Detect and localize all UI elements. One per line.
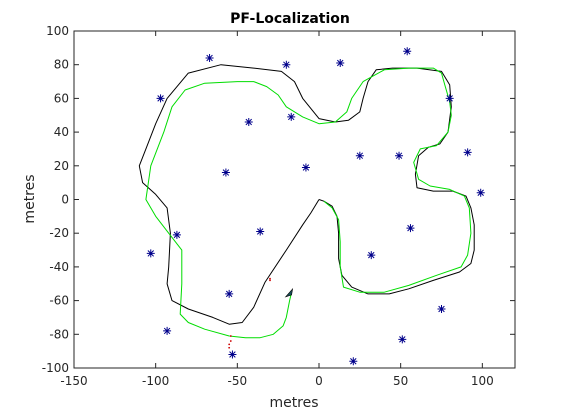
landmark-marker bbox=[228, 350, 237, 359]
landmark-marker bbox=[301, 163, 310, 172]
y-tick-label: 100 bbox=[46, 24, 69, 38]
estimated-path bbox=[145, 67, 472, 337]
plot-area: -150 -100 -50 0 50 100-100-80-60-40-200204060… bbox=[42, 24, 516, 388]
x-tick-label: 50 bbox=[393, 374, 408, 388]
landmark-marker bbox=[244, 117, 253, 126]
landmark-marker bbox=[463, 148, 472, 157]
landmark-marker bbox=[367, 251, 376, 260]
landmark-marker bbox=[403, 47, 412, 56]
landmark-marker bbox=[406, 224, 415, 233]
x-tick-label: 0 bbox=[315, 374, 323, 388]
particle-point bbox=[269, 279, 271, 282]
y-tick-label: -20 bbox=[49, 226, 69, 240]
landmark-marker bbox=[221, 168, 230, 177]
y-tick-label: -60 bbox=[49, 294, 69, 308]
particle-point bbox=[229, 340, 232, 342]
y-tick-label: 40 bbox=[54, 125, 69, 139]
estimated-path-recent bbox=[229, 293, 292, 339]
landmark-marker bbox=[398, 335, 407, 344]
robot-marker bbox=[284, 287, 294, 298]
y-tick-label: 20 bbox=[54, 159, 69, 173]
landmark-marker bbox=[172, 230, 181, 239]
x-tick-label: -50 bbox=[228, 374, 248, 388]
y-tick-label: 80 bbox=[54, 58, 69, 72]
landmark-marker bbox=[437, 305, 446, 314]
landmark-marker bbox=[445, 94, 454, 103]
y-tick-label: 60 bbox=[54, 91, 69, 105]
landmark-marker bbox=[355, 151, 364, 160]
x-tick-label: -100 bbox=[142, 374, 169, 388]
landmark-marker bbox=[476, 188, 485, 197]
ground-truth-path bbox=[138, 64, 475, 325]
landmark-marker bbox=[349, 357, 358, 366]
landmark-marker bbox=[156, 94, 165, 103]
landmark-marker bbox=[287, 112, 296, 121]
y-tick-label: 0 bbox=[61, 193, 69, 207]
landmark-marker bbox=[225, 289, 234, 298]
particle-point bbox=[269, 277, 271, 280]
x-tick-label: 100 bbox=[471, 374, 494, 388]
chart-title: PF-Localization bbox=[230, 11, 350, 27]
y-tick-label: -100 bbox=[42, 361, 69, 375]
landmark-marker bbox=[163, 326, 172, 335]
y-axis-label: metres bbox=[22, 174, 38, 223]
particle-point bbox=[228, 343, 231, 346]
y-tick-label: -40 bbox=[49, 260, 69, 274]
landmark-marker bbox=[395, 151, 404, 160]
landmark-marker bbox=[336, 59, 345, 68]
y-tick-label: -80 bbox=[49, 327, 69, 341]
particle-point bbox=[228, 346, 231, 349]
x-axis-label: metres bbox=[269, 395, 318, 411]
particle-point bbox=[229, 335, 232, 337]
landmark-marker bbox=[205, 53, 214, 62]
landmark-marker bbox=[282, 60, 291, 69]
x-tick-label: -150 bbox=[60, 374, 87, 388]
landmark-marker bbox=[256, 227, 265, 236]
landmark-marker bbox=[146, 249, 155, 258]
